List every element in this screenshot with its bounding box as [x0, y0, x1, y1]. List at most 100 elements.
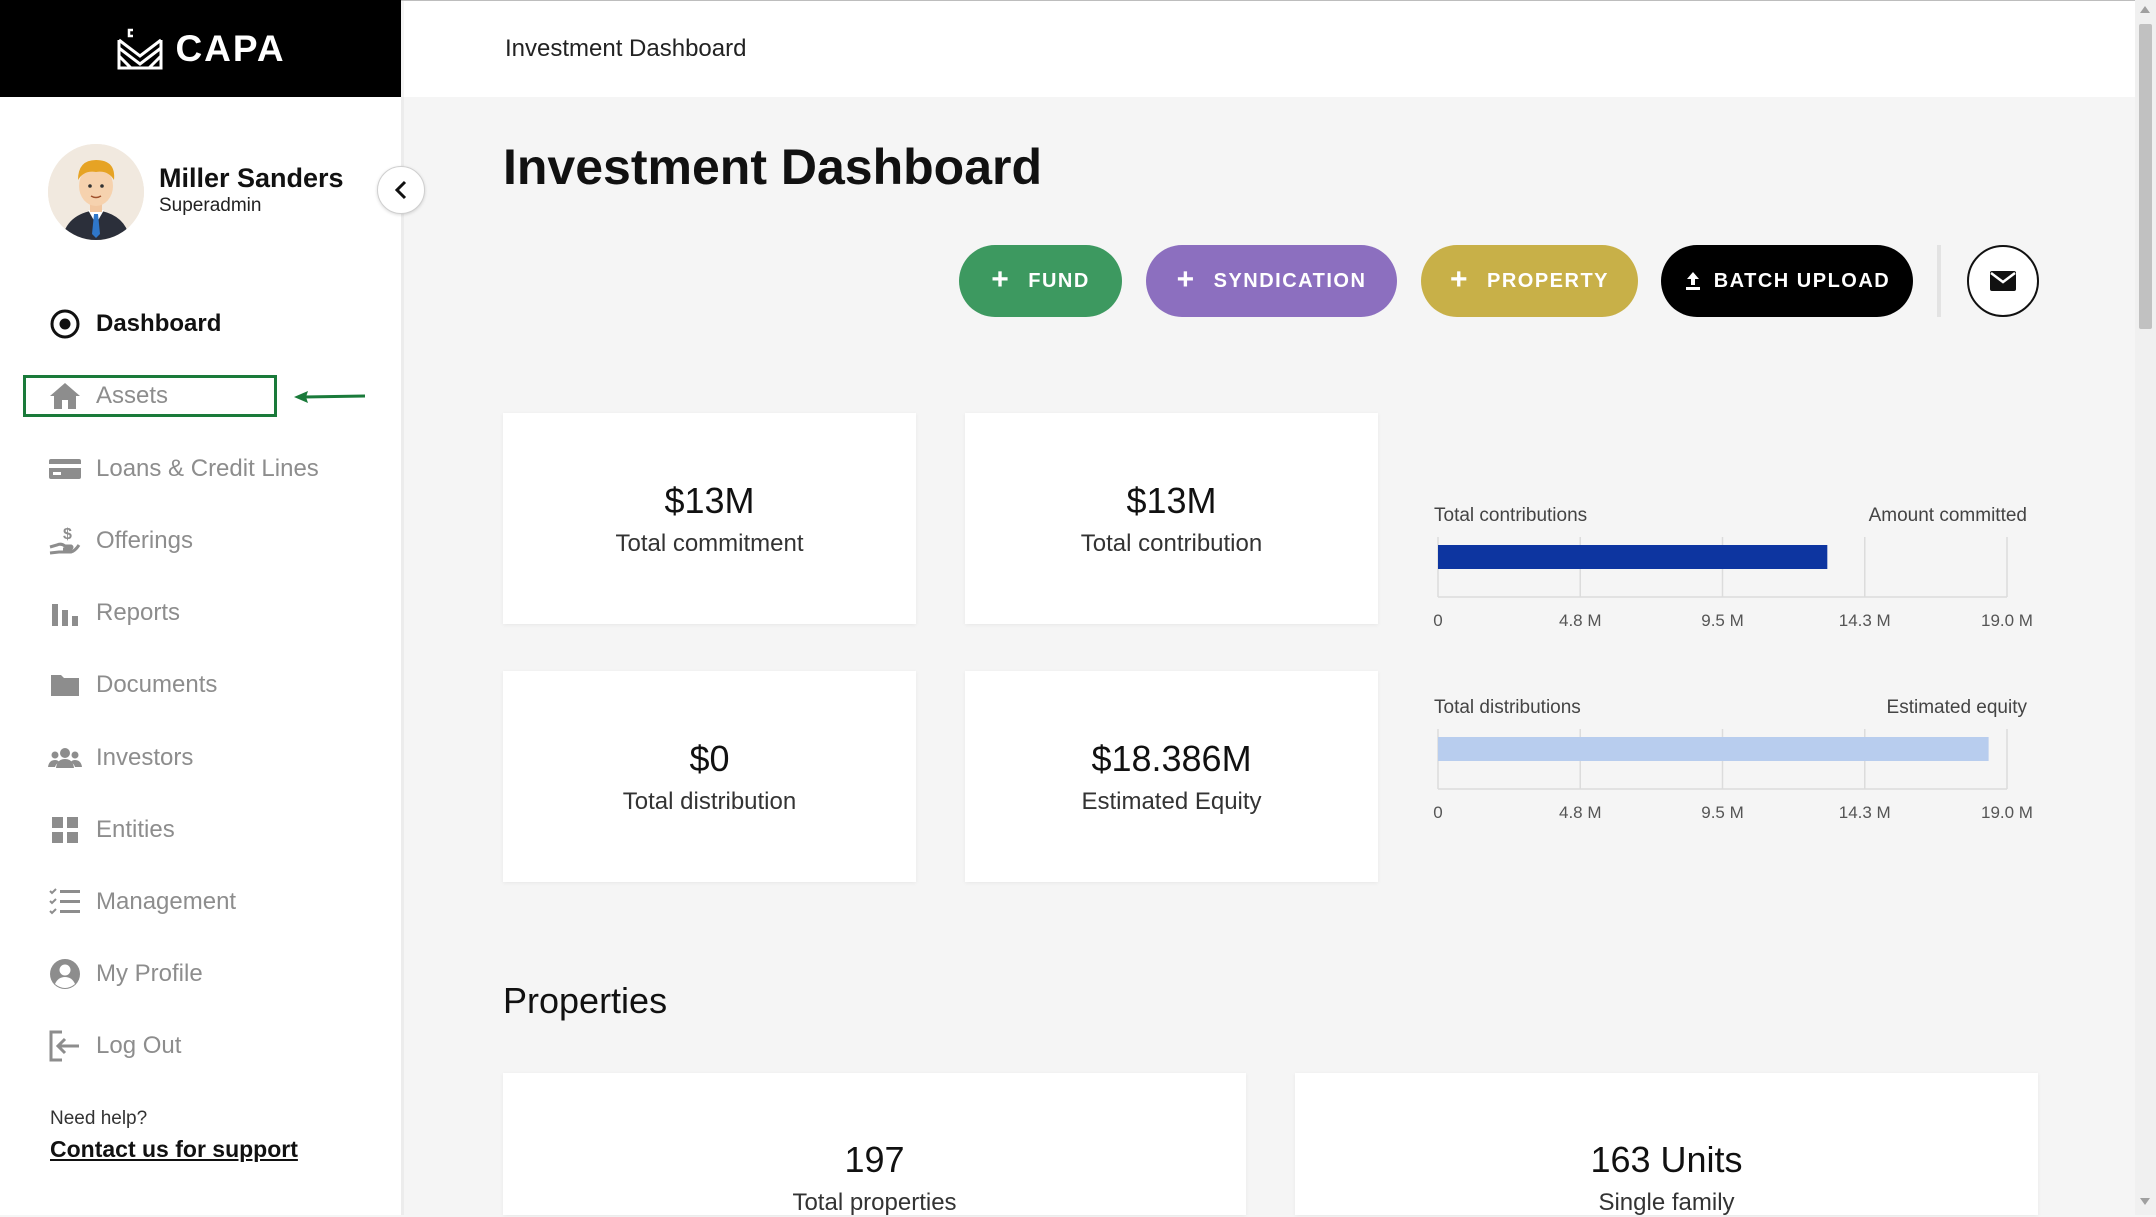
- tick-label: 14.3 M: [1839, 803, 1891, 822]
- capa-logo-icon: [117, 28, 163, 69]
- chart-right-label: Estimated equity: [1886, 697, 2027, 718]
- total-properties-value: 197: [844, 1139, 905, 1180]
- tick-label: 19.0 M: [1981, 803, 2033, 822]
- sidebar-item-documents[interactable]: Documents: [48, 665, 217, 705]
- tick-label: 0: [1433, 803, 1442, 822]
- add-property-label: PROPERTY: [1487, 269, 1610, 292]
- total-commitment-label: Total commitment: [615, 529, 804, 557]
- assets-highlight-box: [23, 375, 277, 417]
- page-scrollbar[interactable]: [2135, 0, 2156, 1215]
- page-title: Investment Dashboard: [503, 139, 1043, 195]
- properties-section-title: Properties: [503, 980, 668, 1021]
- sidebar-item-reports[interactable]: Reports: [48, 593, 180, 633]
- user-name: Miller Sanders: [159, 163, 344, 193]
- sidebar-item-management[interactable]: Management: [48, 882, 236, 922]
- add-syndication-label: SYNDICATION: [1213, 269, 1367, 292]
- sidebar-item-dashboard[interactable]: Dashboard: [48, 304, 221, 344]
- total-properties-card: 197 Total properties: [503, 1073, 1246, 1216]
- sidebar-item-label: Management: [96, 888, 237, 915]
- batch-upload-button[interactable]: BATCH UPLOAD: [1661, 245, 1913, 317]
- user-role: Superadmin: [159, 195, 262, 216]
- total-contribution-label: Total contribution: [1080, 529, 1263, 557]
- single-family-value: 163 Units: [1590, 1139, 1743, 1180]
- sidebar-item-label: Log Out: [96, 1032, 182, 1059]
- tick-label: 4.8 M: [1559, 611, 1602, 630]
- sidebar-item-loans[interactable]: Loans & Credit Lines: [48, 449, 319, 489]
- target-icon: [48, 307, 82, 341]
- support-link[interactable]: Contact us for support: [50, 1136, 298, 1162]
- single-family-card: 163 Units Single family: [1295, 1073, 2038, 1216]
- top-header: Investment Dashboard: [404, 1, 2135, 97]
- hand-dollar-icon: $: [48, 524, 82, 558]
- scroll-up-arrow-icon[interactable]: [2140, 6, 2150, 13]
- distributions-bar-chart: 0 4.8 M 9.5 M 14.3 M 19.0 M: [1433, 729, 2033, 822]
- total-distribution-label: Total distribution: [622, 787, 797, 815]
- sidebar-item-label: Entities: [96, 816, 175, 843]
- bar-chart-icon: [48, 596, 82, 630]
- chevron-left-icon: [394, 180, 407, 200]
- sidebar-item-label: Loans & Credit Lines: [96, 455, 319, 482]
- plus-icon: +: [1449, 262, 1469, 296]
- toolbar-divider: [1937, 245, 1941, 317]
- distributions-chart: Total distributions Estimated equity 0 4.…: [1431, 697, 2041, 837]
- sidebar-divider: [401, 97, 404, 1215]
- add-fund-button[interactable]: + FUND: [959, 245, 1122, 317]
- scroll-thumb[interactable]: [2139, 24, 2152, 329]
- scroll-down-arrow-icon[interactable]: [2140, 1198, 2150, 1205]
- sidebar-item-label: Offerings: [96, 527, 193, 554]
- tick-label: 9.5 M: [1701, 803, 1744, 822]
- total-properties-label: Total properties: [792, 1189, 957, 1216]
- sidebar-item-label: Documents: [96, 671, 218, 698]
- sidebar-item-assets[interactable]: Assets: [48, 376, 168, 416]
- brand-logo[interactable]: CAPA: [0, 0, 401, 97]
- sidebar-item-my-profile[interactable]: My Profile: [48, 954, 203, 994]
- top-border: [0, 0, 2156, 1]
- total-commitment-value: $13M: [664, 479, 755, 521]
- sidebar-item-offerings[interactable]: $ Offerings: [48, 521, 193, 561]
- single-family-label: Single family: [1598, 1189, 1735, 1216]
- plus-icon: +: [1176, 262, 1196, 296]
- total-distribution-card: $0 Total distribution: [503, 671, 916, 882]
- chart-left-label: Total contributions: [1434, 505, 1588, 526]
- tick-label: 9.5 M: [1701, 611, 1744, 630]
- estimated-equity-label: Estimated Equity: [1081, 787, 1262, 815]
- brand-name: CAPA: [175, 27, 286, 69]
- sidebar-item-log-out[interactable]: Log Out: [48, 1026, 181, 1066]
- home-icon: [48, 379, 82, 413]
- users-icon: [48, 741, 82, 775]
- add-fund-label: FUND: [1028, 269, 1090, 292]
- bar: [1438, 545, 1828, 569]
- mail-icon: [1990, 271, 2016, 291]
- sidebar-item-entities[interactable]: Entities: [48, 810, 175, 850]
- user-avatar-icon: [48, 144, 144, 240]
- bar: [1438, 737, 1989, 761]
- sidebar: Miller Sanders Superadmin Dashboard Asse…: [0, 97, 401, 1215]
- batch-upload-label: BATCH UPLOAD: [1713, 269, 1891, 292]
- add-property-button[interactable]: + PROPERTY: [1421, 245, 1638, 317]
- tick-label: 0: [1433, 611, 1442, 630]
- sidebar-item-label: Investors: [96, 744, 194, 771]
- plus-icon: +: [991, 262, 1011, 296]
- contributions-bar-chart: 0 4.8 M 9.5 M 14.3 M 19.0 M: [1433, 537, 2033, 630]
- avatar[interactable]: [48, 144, 144, 240]
- add-syndication-button[interactable]: + SYNDICATION: [1146, 245, 1397, 317]
- logout-icon: [48, 1029, 82, 1063]
- mail-button[interactable]: [1967, 245, 2039, 317]
- grid-icon: [48, 813, 82, 847]
- total-contribution-card: $13M Total contribution: [965, 413, 1378, 624]
- sidebar-item-investors[interactable]: Investors: [48, 738, 193, 778]
- folder-icon: [48, 668, 82, 702]
- header-title: Investment Dashboard: [505, 35, 747, 62]
- chart-right-label: Amount committed: [1868, 505, 2027, 526]
- user-circle-icon: [48, 957, 82, 991]
- collapse-sidebar-button[interactable]: [377, 166, 425, 214]
- tick-label: 19.0 M: [1981, 611, 2033, 630]
- tick-label: 14.3 M: [1839, 611, 1891, 630]
- sidebar-item-label: My Profile: [96, 960, 203, 987]
- chart-left-label: Total distributions: [1434, 697, 1581, 718]
- upload-icon: [1685, 272, 1700, 290]
- checklist-icon: [48, 885, 82, 919]
- total-commitment-card: $13M Total commitment: [503, 413, 916, 624]
- estimated-equity-card: $18.386M Estimated Equity: [965, 671, 1378, 882]
- tick-label: 4.8 M: [1559, 803, 1602, 822]
